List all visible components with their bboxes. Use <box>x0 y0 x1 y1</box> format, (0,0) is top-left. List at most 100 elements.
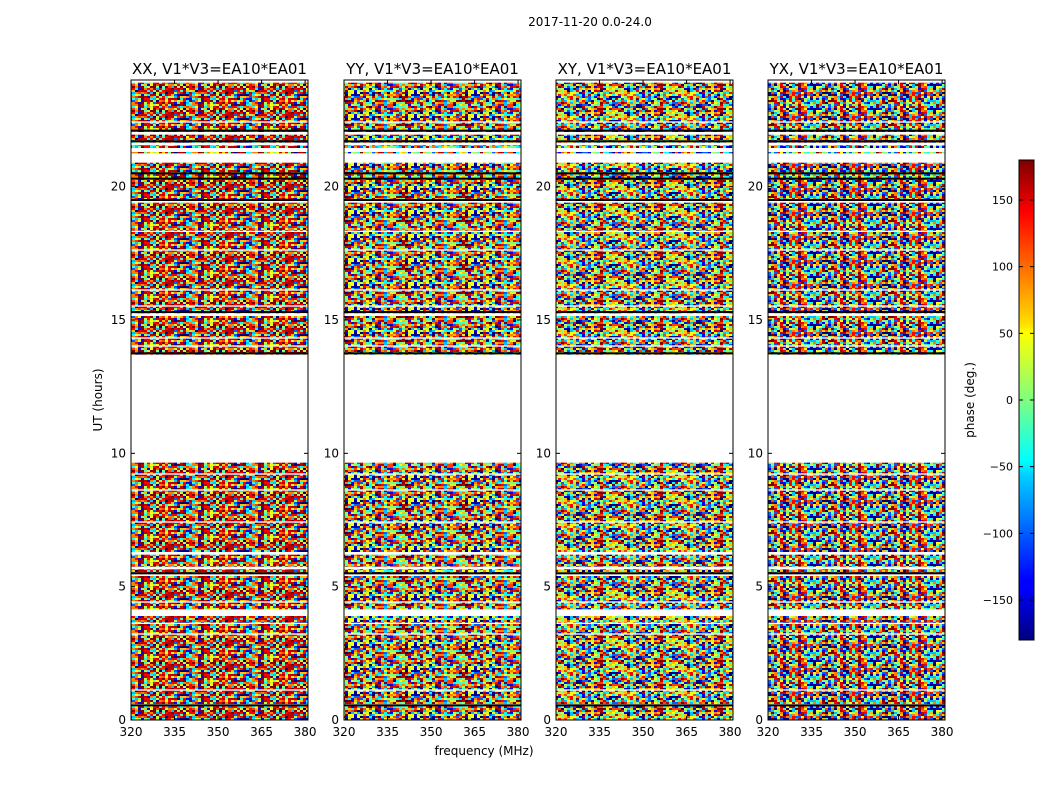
flagged-band <box>131 345 308 347</box>
flagged-band <box>768 573 945 576</box>
flagged-band <box>344 489 521 491</box>
flagged-band <box>344 121 521 123</box>
panel-frame <box>767 79 946 721</box>
flagged-band <box>556 289 733 291</box>
flagged-band <box>344 345 521 347</box>
dark-row <box>131 177 308 180</box>
flagged-band <box>768 249 945 251</box>
flagged-band <box>131 200 308 203</box>
flagged-band <box>131 132 308 135</box>
x-tick-label: 365 <box>463 725 486 739</box>
flagged-band <box>344 153 521 163</box>
flagged-band <box>556 200 733 203</box>
flagged-band <box>131 313 308 316</box>
flagged-band <box>344 132 521 135</box>
x-tick-label: 350 <box>632 725 655 739</box>
colorbar-ticks: −150 −100 −50 0 50 100 150 <box>983 194 1034 607</box>
flagged-band <box>768 153 945 163</box>
flagged-band <box>768 489 945 491</box>
dark-row <box>131 311 308 313</box>
panel-title: YY, V1*V3=EA10*EA01 <box>345 60 519 78</box>
flagged-band <box>344 573 521 576</box>
dark-row <box>131 572 308 575</box>
flagged-band <box>768 200 945 203</box>
flagged-band <box>556 142 733 146</box>
dark-row <box>131 352 308 355</box>
flagged-band <box>556 552 733 555</box>
flagged-band <box>556 230 733 232</box>
x-tick-label: 335 <box>376 725 399 739</box>
flagged-band <box>131 121 308 123</box>
x-tick-label: 350 <box>420 725 443 739</box>
y-tick-label: 10 <box>324 446 339 460</box>
flagged-band <box>556 489 733 491</box>
panel-frame <box>343 79 522 721</box>
x-tick-label: 320 <box>120 725 143 739</box>
dark-row <box>344 352 521 355</box>
dark-row <box>768 352 945 355</box>
dark-row <box>556 177 733 180</box>
flagged-band <box>344 313 521 316</box>
flagged-band <box>556 521 733 523</box>
x-tick-label: 335 <box>800 725 823 739</box>
flagged-band <box>344 249 521 251</box>
flagged-band <box>131 142 308 146</box>
flagged-band <box>768 345 945 347</box>
dark-row <box>768 129 945 132</box>
y-tick-label: 0 <box>331 713 339 727</box>
flagged-band <box>768 289 945 291</box>
flagged-band <box>556 345 733 347</box>
colorbar-tick-label: −150 <box>983 594 1013 607</box>
flagged-band <box>131 633 308 635</box>
flagged-band <box>131 521 308 523</box>
flagged-band <box>344 689 521 691</box>
dark-row <box>344 140 521 143</box>
flagged-band <box>131 552 308 555</box>
x-tick-label: 380 <box>931 725 954 739</box>
colorbar-tick-label: 100 <box>992 261 1013 274</box>
y-tick-label: 20 <box>748 180 763 194</box>
x-tick-label: 320 <box>757 725 780 739</box>
flagged-band <box>344 142 521 146</box>
flagged-band <box>556 132 733 135</box>
dark-row <box>556 704 733 707</box>
flagged-band <box>768 121 945 123</box>
x-tick-label: 335 <box>588 725 611 739</box>
flagged-band <box>768 148 945 152</box>
flagged-band <box>131 601 308 603</box>
flagged-band <box>768 132 945 135</box>
colorbar-label: phase (deg.) <box>963 362 977 438</box>
x-tick-label: 380 <box>294 725 317 739</box>
panel-title: XY, V1*V3=EA10*EA01 <box>558 60 732 78</box>
dark-row <box>556 199 733 201</box>
dark-row <box>556 172 733 175</box>
flagged-band <box>344 230 521 232</box>
dark-row <box>556 140 733 143</box>
flagged-band <box>556 354 733 463</box>
y-tick-label: 15 <box>748 313 763 327</box>
x-tick-label: 365 <box>250 725 273 739</box>
y-tick-label: 10 <box>111 446 126 460</box>
flagged-band <box>344 354 521 463</box>
y-tick-label: 20 <box>536 180 551 194</box>
y-tick-label: 5 <box>118 580 126 594</box>
x-tick-label: 380 <box>507 725 530 739</box>
flagged-band <box>131 305 308 307</box>
dark-row <box>131 199 308 201</box>
y-tick-label: 5 <box>543 580 551 594</box>
flagged-band <box>131 289 308 291</box>
y-axis-label: UT (hours) <box>91 368 105 431</box>
flagged-band <box>344 633 521 635</box>
flagged-band <box>344 552 521 555</box>
x-tick-label: 350 <box>207 725 230 739</box>
colorbar-tick-label: −50 <box>990 461 1013 474</box>
panels: XX, V1*V3=EA10*EA01 320 335 350 365 380 0 5 10 15… <box>111 60 954 739</box>
flagged-band <box>768 622 945 624</box>
flagged-band <box>131 573 308 576</box>
flagged-band <box>131 230 308 232</box>
colorbar-tick-label: 0 <box>1006 394 1013 407</box>
flagged-band <box>131 622 308 624</box>
flagged-band <box>768 337 945 339</box>
flagged-band <box>556 121 733 123</box>
panel-yy: YY, V1*V3=EA10*EA01 320 335 350 365 380 0 5 10 15… <box>324 60 530 739</box>
